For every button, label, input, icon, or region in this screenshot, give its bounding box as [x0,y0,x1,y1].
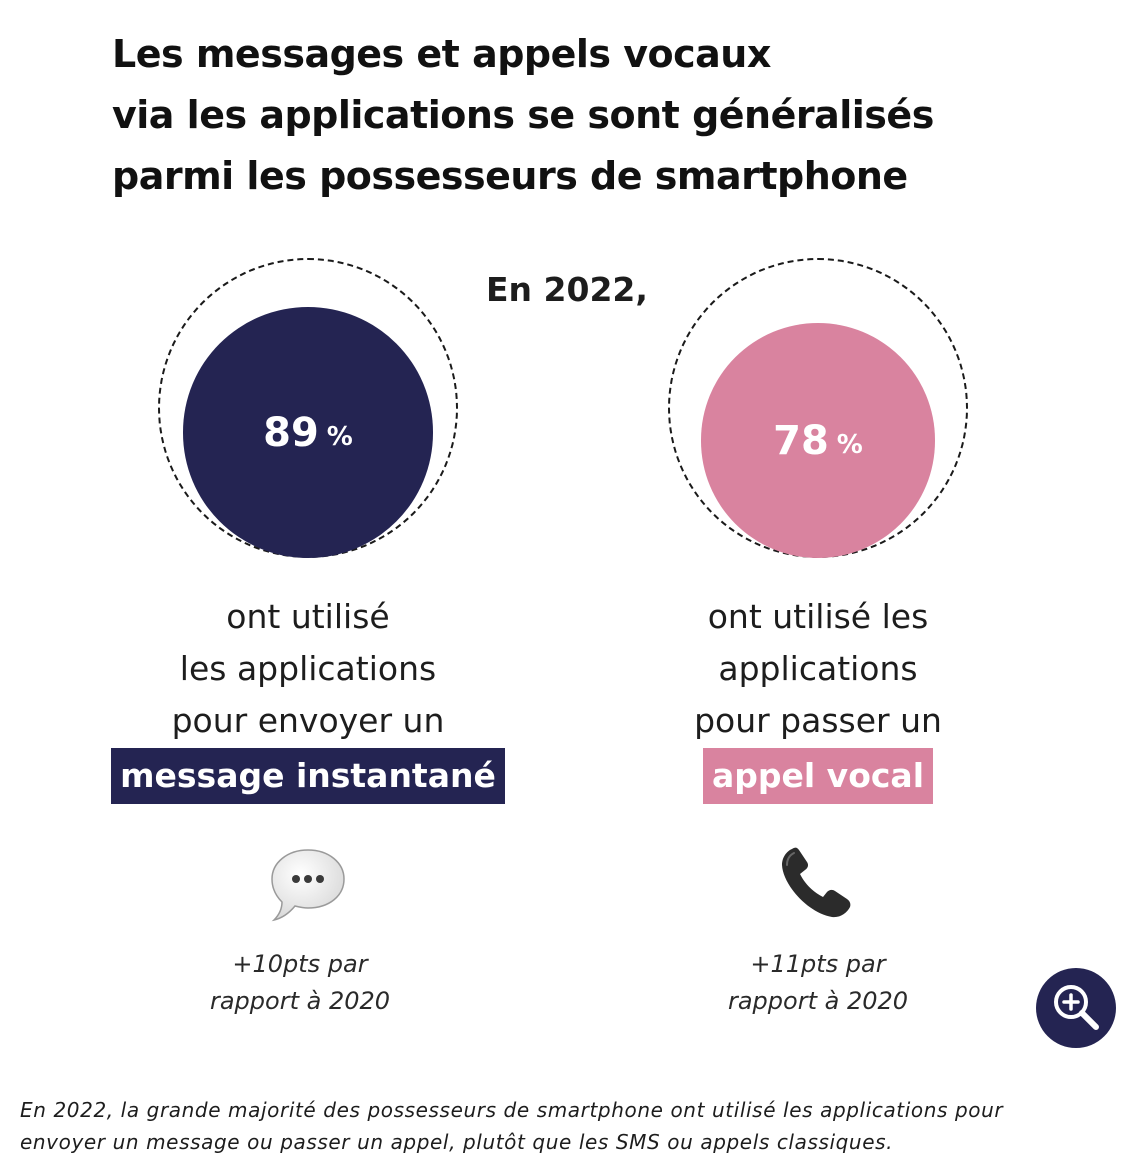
caption-line-2: envoyer un message ou passer un appel, p… [20,1130,894,1154]
description-line: pour envoyer un [171,701,445,740]
value-label-messages: 89 [263,409,319,456]
change-vs-2020-calls: +11pts par rapport à 2020 [668,946,968,1020]
title-line-2: via les applications se sont généralisés [112,93,934,137]
telephone-icon [782,847,851,918]
description-line: ont utilisé les [707,597,929,636]
chart-title: Les messages et appels vocaux via les ap… [112,24,1072,207]
change-line: rapport à 2020 [209,987,391,1015]
year-label: En 2022, [486,270,648,309]
highlight-appel-vocal: appel vocal [702,748,934,804]
unit-label-calls: % [836,429,863,460]
zoom-button[interactable] [1036,968,1116,1048]
highlight-message-instantane: message instantané [111,748,505,804]
value-circle-messages: 89 % [182,307,434,558]
zoom-in-icon [1054,985,1099,1030]
speech-bubble-icon [271,849,345,922]
caption: En 2022, la grande majorité des possesse… [20,1094,1120,1158]
title-line-3: parmi les possesseurs de smartphone [112,154,908,198]
change-line: +10pts par [232,950,368,978]
description-messages: ont utilisé les applications pour envoye… [58,591,558,804]
change-line: +11pts par [750,950,886,978]
change-line: rapport à 2020 [727,987,909,1015]
description-line: applications [718,649,918,688]
value-circle-calls: 78 % [700,323,936,558]
description-line: pour passer un [694,701,942,740]
description-line: les applications [179,649,437,688]
description-calls: ont utilisé les applications pour passer… [568,591,1068,804]
title-line-1: Les messages et appels vocaux [112,32,771,76]
change-vs-2020-messages: +10pts par rapport à 2020 [150,946,450,1020]
caption-line-1: En 2022, la grande majorité des possesse… [20,1098,1004,1122]
unit-label-messages: % [326,421,353,452]
description-line: ont utilisé [226,597,390,636]
value-label-calls: 78 [773,417,829,464]
